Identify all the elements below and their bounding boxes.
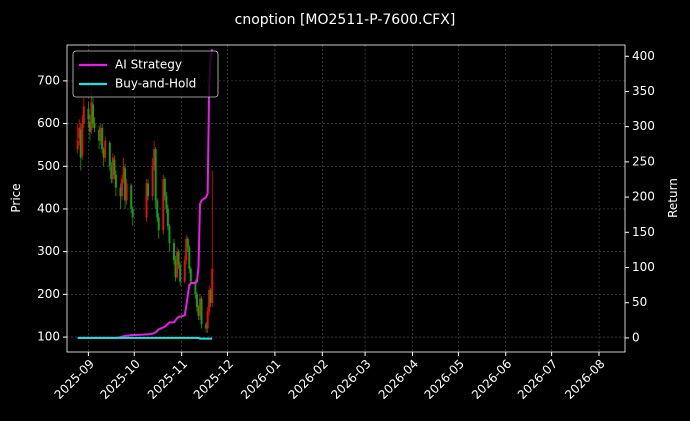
candle-body bbox=[157, 217, 160, 231]
x-tick-label: 2025-12 bbox=[191, 357, 236, 402]
y-tick-label: 400 bbox=[37, 201, 60, 215]
y-tick-label: 100 bbox=[37, 330, 60, 344]
y2-tick-label: 300 bbox=[632, 119, 655, 133]
x-tick-label: 2025-10 bbox=[98, 357, 143, 402]
candle-body bbox=[176, 251, 179, 278]
x-tick-label: 2025-11 bbox=[145, 357, 190, 402]
candle-body bbox=[78, 127, 81, 139]
y2-tick-label: 400 bbox=[632, 49, 655, 63]
y2-tick-label: 0 bbox=[632, 330, 640, 344]
series-line bbox=[77, 336, 213, 340]
candle-body bbox=[163, 179, 166, 197]
candle-body bbox=[194, 281, 197, 295]
candle-body bbox=[102, 149, 105, 158]
legend-box bbox=[72, 50, 219, 98]
x-tick-label: 2026-01 bbox=[238, 357, 283, 402]
candle-body bbox=[125, 183, 128, 201]
x-tick-label: 2026-08 bbox=[562, 357, 607, 402]
candle-body bbox=[110, 166, 113, 180]
candle-body bbox=[111, 157, 114, 180]
candle-body bbox=[166, 208, 169, 227]
candle-body bbox=[186, 238, 189, 248]
candle-body bbox=[199, 298, 202, 316]
x-tick-label: 2026-06 bbox=[469, 357, 514, 402]
candle-body bbox=[173, 243, 176, 261]
candle-body bbox=[185, 238, 188, 261]
candle-body bbox=[165, 196, 168, 209]
candle-body bbox=[121, 179, 124, 197]
candle-body bbox=[131, 208, 134, 218]
x-tick-label: 2025-09 bbox=[52, 357, 97, 402]
plot-frame bbox=[66, 44, 626, 353]
candle-body bbox=[189, 268, 192, 282]
candle-body bbox=[124, 168, 127, 201]
legend-label: Buy-and-Hold bbox=[115, 77, 196, 91]
candle-body bbox=[87, 108, 90, 120]
candle-body bbox=[208, 290, 211, 312]
candle-body bbox=[113, 159, 116, 175]
candle-body bbox=[98, 129, 101, 141]
candle-body bbox=[153, 149, 156, 167]
x-tick-label: 2026-02 bbox=[286, 357, 331, 402]
candle-body bbox=[179, 264, 182, 282]
candle-body bbox=[147, 183, 150, 197]
candle-body bbox=[130, 185, 133, 209]
candle-body bbox=[177, 251, 180, 265]
y2-tick-label: 350 bbox=[632, 84, 655, 98]
candle-body bbox=[119, 187, 122, 197]
candle-body bbox=[200, 298, 203, 325]
y2-axis-label: Return bbox=[666, 178, 680, 218]
candle-body bbox=[168, 226, 171, 244]
x-tick-label: 2026-03 bbox=[328, 357, 373, 402]
y2-tick-label: 250 bbox=[632, 154, 655, 168]
candle-body bbox=[195, 294, 198, 308]
candle-body bbox=[99, 127, 102, 141]
candle-body bbox=[93, 123, 96, 128]
candle-body bbox=[101, 127, 104, 150]
candle-body bbox=[108, 142, 111, 167]
candle-body bbox=[205, 324, 208, 329]
candle-body bbox=[88, 121, 91, 133]
y2-tick-label: 200 bbox=[632, 190, 655, 204]
candle-body bbox=[91, 104, 94, 124]
candle-body bbox=[114, 174, 117, 188]
candle-body bbox=[211, 268, 214, 303]
candle-body bbox=[156, 200, 159, 218]
candle-body bbox=[206, 311, 209, 329]
candle-body bbox=[104, 140, 107, 158]
candle-body bbox=[209, 290, 212, 303]
y2-tick-label: 50 bbox=[632, 295, 647, 309]
candle-body bbox=[188, 247, 191, 269]
candle-body bbox=[82, 106, 85, 124]
candle-body bbox=[174, 260, 177, 278]
candle-body bbox=[145, 183, 148, 218]
candle-body bbox=[79, 129, 82, 158]
legend-label: AI Strategy bbox=[115, 58, 182, 72]
y2-tick-label: 100 bbox=[632, 260, 655, 274]
y-tick-label: 500 bbox=[37, 159, 60, 173]
candle-body bbox=[76, 140, 79, 150]
x-tick-label: 2026-05 bbox=[422, 357, 467, 402]
plot-area bbox=[76, 49, 214, 340]
candle-body bbox=[81, 123, 84, 156]
y-tick-label: 200 bbox=[37, 287, 60, 301]
candle-body bbox=[183, 260, 186, 282]
candle-body bbox=[122, 166, 125, 180]
y-tick-label: 700 bbox=[37, 73, 60, 87]
chart-title: cnoption [MO2511-P-7600.CFX] bbox=[235, 12, 456, 28]
y-axis-label: Price bbox=[9, 183, 23, 212]
candle-body bbox=[90, 102, 93, 130]
candle-body bbox=[154, 149, 157, 201]
y-tick-label: 300 bbox=[37, 244, 60, 258]
candle-body bbox=[151, 166, 154, 197]
candle-body bbox=[162, 179, 165, 231]
x-tick-label: 2026-04 bbox=[376, 357, 421, 402]
candle-body bbox=[197, 307, 200, 316]
y2-tick-label: 150 bbox=[632, 225, 655, 239]
x-tick-label: 2026-07 bbox=[515, 357, 560, 402]
y-tick-label: 600 bbox=[37, 116, 60, 130]
